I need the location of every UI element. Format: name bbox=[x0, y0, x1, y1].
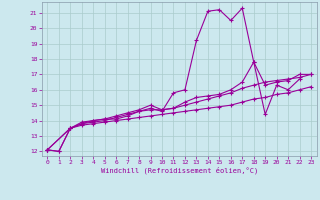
X-axis label: Windchill (Refroidissement éolien,°C): Windchill (Refroidissement éolien,°C) bbox=[100, 167, 258, 174]
